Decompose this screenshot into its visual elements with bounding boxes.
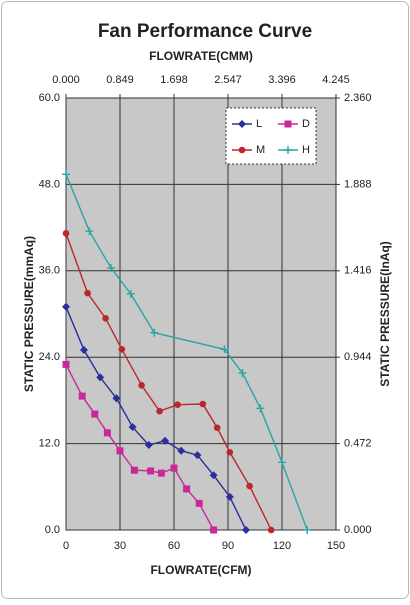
marker (238, 120, 246, 128)
marker (102, 315, 109, 322)
marker (96, 373, 105, 382)
marker (238, 146, 246, 154)
y-tick-label: 60.0 (39, 92, 60, 104)
marker (138, 381, 145, 389)
x2-axis-label: FLOWRATE(CMM) (149, 49, 253, 63)
x2-tick-label: 4.245 (322, 74, 350, 86)
marker (238, 369, 247, 378)
marker (242, 526, 250, 534)
marker (103, 429, 111, 437)
y-tick-label: 48.0 (39, 178, 60, 190)
marker (144, 441, 153, 450)
marker (210, 526, 218, 534)
marker (62, 230, 70, 237)
legend-label: M (256, 144, 265, 156)
marker (220, 345, 229, 354)
marker (80, 346, 88, 354)
y2-tick-label: 0.000 (344, 524, 372, 536)
marker (130, 466, 138, 474)
legend-box (225, 107, 317, 165)
marker (284, 120, 292, 128)
marker (183, 485, 191, 493)
marker (226, 448, 234, 456)
x2-tick-label: 3.396 (268, 74, 296, 86)
marker (303, 526, 312, 534)
marker (170, 464, 178, 472)
x-tick-label: 60 (168, 540, 180, 552)
x-axis-label: FLOWRATE(CFM) (150, 563, 251, 577)
marker (107, 263, 115, 272)
x-tick-label: 150 (327, 540, 345, 552)
marker (128, 423, 137, 432)
series-line (65, 306, 247, 531)
x-tick-label: 120 (273, 540, 291, 552)
marker (246, 482, 253, 490)
marker (267, 526, 275, 534)
marker (147, 467, 155, 475)
x2-tick-label: 2.547 (214, 74, 242, 86)
y-tick-label: 12.0 (39, 438, 60, 450)
marker (156, 407, 163, 415)
marker (195, 499, 203, 507)
series-line (65, 174, 308, 531)
marker (213, 424, 221, 432)
marker (256, 404, 265, 413)
x2-tick-label: 0.000 (52, 74, 80, 86)
marker (112, 394, 121, 403)
marker (157, 469, 165, 477)
marker (177, 446, 186, 455)
marker (199, 400, 207, 408)
marker (78, 392, 86, 400)
marker (278, 458, 286, 467)
legend-label: D (302, 118, 310, 130)
legend-label: H (302, 144, 310, 156)
series-line (65, 233, 272, 531)
y2-tick-label: 0.472 (344, 438, 372, 450)
marker (193, 451, 202, 460)
y2-axis-label: STATIC PRESSURE(InAq) (378, 241, 392, 387)
marker (118, 345, 126, 353)
marker (62, 360, 70, 368)
x2-tick-label: 1.698 (160, 74, 188, 86)
marker (62, 302, 70, 311)
y2-tick-label: 0.944 (344, 351, 372, 363)
marker (225, 492, 234, 501)
marker (84, 289, 91, 297)
y2-tick-label: 1.416 (344, 265, 372, 277)
legend-label: L (256, 118, 262, 130)
marker (91, 410, 99, 418)
y-tick-label: 0.0 (45, 524, 60, 536)
marker (284, 146, 292, 154)
x2-tick-label: 0.849 (106, 74, 134, 86)
y2-tick-label: 1.888 (344, 178, 372, 190)
marker (150, 328, 159, 337)
marker (161, 436, 169, 445)
marker (209, 471, 218, 480)
y-axis-label: STATIC PRESSURE(mmAq) (22, 236, 36, 392)
chart-title: Fan Performance Curve (98, 21, 312, 42)
y-tick-label: 24.0 (39, 351, 60, 363)
x-tick-label: 0 (63, 540, 69, 552)
marker (126, 289, 135, 298)
marker (85, 227, 94, 236)
x-tick-label: 30 (114, 540, 126, 552)
y-tick-label: 36.0 (39, 265, 60, 277)
y2-tick-label: 2.360 (344, 92, 372, 104)
marker (62, 170, 70, 179)
marker (116, 447, 124, 455)
x-tick-label: 90 (222, 540, 234, 552)
marker (174, 401, 181, 409)
